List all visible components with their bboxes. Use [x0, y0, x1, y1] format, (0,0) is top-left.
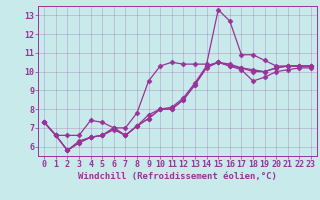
- X-axis label: Windchill (Refroidissement éolien,°C): Windchill (Refroidissement éolien,°C): [78, 172, 277, 181]
